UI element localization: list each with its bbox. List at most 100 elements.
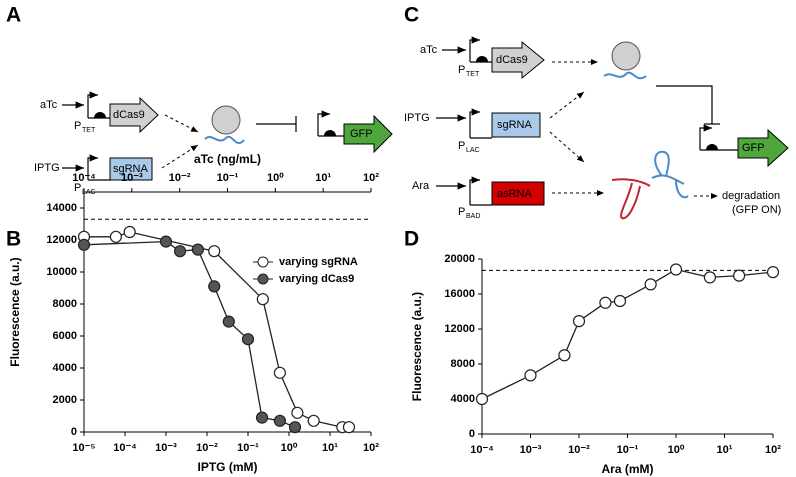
y-tick-label: 0 xyxy=(71,426,77,438)
series-line xyxy=(84,231,349,428)
y-tick-label: 12000 xyxy=(444,323,475,335)
data-point xyxy=(256,293,269,306)
data-point xyxy=(669,263,683,276)
gene-label: sgRNA xyxy=(497,119,533,131)
y-tick-label: 4000 xyxy=(451,393,475,405)
x-tick-label: 10⁻⁴ xyxy=(470,444,493,456)
diagram-c: aTc dCas9 P TET IPTG sgRNA P LAC Ara asR… xyxy=(404,36,789,220)
inducer: IPTG xyxy=(34,162,60,174)
y-tick-label: 8000 xyxy=(53,298,77,310)
x-tick-label: 10⁰ xyxy=(281,442,298,454)
x-tick-label: 10⁻⁵ xyxy=(72,442,95,454)
data-point xyxy=(475,392,489,406)
data-point xyxy=(123,225,136,239)
y-tick-label: 4000 xyxy=(53,362,77,374)
inducer: aTc xyxy=(40,99,58,111)
data-point xyxy=(109,230,123,243)
data-point xyxy=(599,296,612,309)
promoter-sub: BAD xyxy=(466,213,480,220)
y-axis-label: Fluorescence (a.u.) xyxy=(8,257,22,366)
gene-label: dCas9 xyxy=(113,109,145,121)
series-line xyxy=(83,240,296,428)
data-point xyxy=(208,245,221,258)
x-tick-label: 10⁻³ xyxy=(155,442,177,454)
x2-tick-label: 10⁰ xyxy=(267,172,284,184)
promoter-sub: LAC xyxy=(466,147,480,154)
data-point xyxy=(222,315,235,328)
data-point xyxy=(173,245,187,258)
data-point xyxy=(255,411,269,424)
data-point xyxy=(524,369,537,382)
x-tick-label: 10⁻³ xyxy=(520,444,542,456)
data-point xyxy=(732,269,746,282)
x-tick-label: 10⁻² xyxy=(196,442,218,454)
x2-tick-label: 10⁻² xyxy=(169,172,191,184)
data-point xyxy=(288,421,302,434)
x-axis-label: IPTG (mM) xyxy=(198,460,258,474)
promoter-label: P xyxy=(458,64,465,76)
y-tick-label: 0 xyxy=(469,428,475,440)
data-point xyxy=(241,333,255,346)
series-line xyxy=(481,268,774,400)
y-tick-label: 8000 xyxy=(451,358,475,370)
x-tick-label: 10² xyxy=(363,442,379,454)
x-tick-label: 10⁻² xyxy=(568,444,590,456)
gene-label: GFP xyxy=(742,142,765,154)
data-point xyxy=(644,278,657,291)
outcome-label: (GFP ON) xyxy=(732,204,781,216)
data-point xyxy=(766,266,780,279)
data-point xyxy=(273,414,287,427)
gene-label: sgRNA xyxy=(113,163,149,175)
panel-label: B xyxy=(6,228,21,251)
inducer: Ara xyxy=(412,180,430,192)
outcome-label: degradation xyxy=(722,190,780,202)
gene-label: asRNA xyxy=(497,188,533,200)
x-tick-label: 10¹ xyxy=(322,442,338,454)
data-point xyxy=(342,421,356,434)
data-point xyxy=(273,366,287,379)
data-point xyxy=(703,271,717,284)
data-point xyxy=(77,238,91,251)
y-tick-label: 12000 xyxy=(46,234,77,246)
promoter-label: P xyxy=(74,182,81,194)
data-point xyxy=(558,349,571,362)
x-tick-label: 10¹ xyxy=(717,444,733,456)
legend-marker xyxy=(257,256,269,268)
x-tick-label: 10⁻¹ xyxy=(237,442,259,454)
x2-tick-label: 10² xyxy=(363,172,379,184)
y-tick-label: 6000 xyxy=(53,330,77,342)
promoter-label: P xyxy=(458,206,465,218)
promoter-sub: TET xyxy=(466,71,480,78)
gene-label: GFP xyxy=(350,128,373,140)
y-axis-label: Fluorescence (a.u.) xyxy=(410,292,424,401)
data-point xyxy=(191,243,205,256)
data-point xyxy=(307,414,320,427)
data-point xyxy=(159,235,173,248)
x-axis-label: Ara (mM) xyxy=(601,462,653,476)
x2-axis-label: aTc (ng/mL) xyxy=(194,152,261,166)
x-tick-label: 10⁻⁴ xyxy=(113,442,136,454)
panel-label: C xyxy=(404,4,419,27)
diagram-a: aTc dCas9 P TET IPTG sgRNA P LAC GFP xyxy=(34,91,393,196)
gene-label: dCas9 xyxy=(496,54,528,66)
promoter-sub: TET xyxy=(82,127,96,134)
y-tick-label: 16000 xyxy=(444,288,475,300)
x2-tick-label: 10¹ xyxy=(315,172,331,184)
data-point xyxy=(613,294,627,308)
x-tick-label: 10² xyxy=(765,444,781,456)
x-tick-label: 10⁰ xyxy=(668,444,685,456)
panel-label: A xyxy=(6,4,21,27)
promoter-label: P xyxy=(458,140,465,152)
x2-tick-label: 10⁻¹ xyxy=(217,172,239,184)
promoter-label: P xyxy=(74,120,81,132)
legend-label: varying sgRNA xyxy=(279,256,358,268)
inducer: IPTG xyxy=(404,112,430,124)
legend-label: varying dCas9 xyxy=(279,273,354,285)
y-tick-label: 20000 xyxy=(444,253,475,265)
panel-label: D xyxy=(404,228,419,251)
y-tick-label: 14000 xyxy=(46,202,77,214)
x2-tick-label: 10⁻³ xyxy=(121,172,143,184)
y-tick-label: 10000 xyxy=(46,266,77,278)
data-point xyxy=(572,315,586,328)
